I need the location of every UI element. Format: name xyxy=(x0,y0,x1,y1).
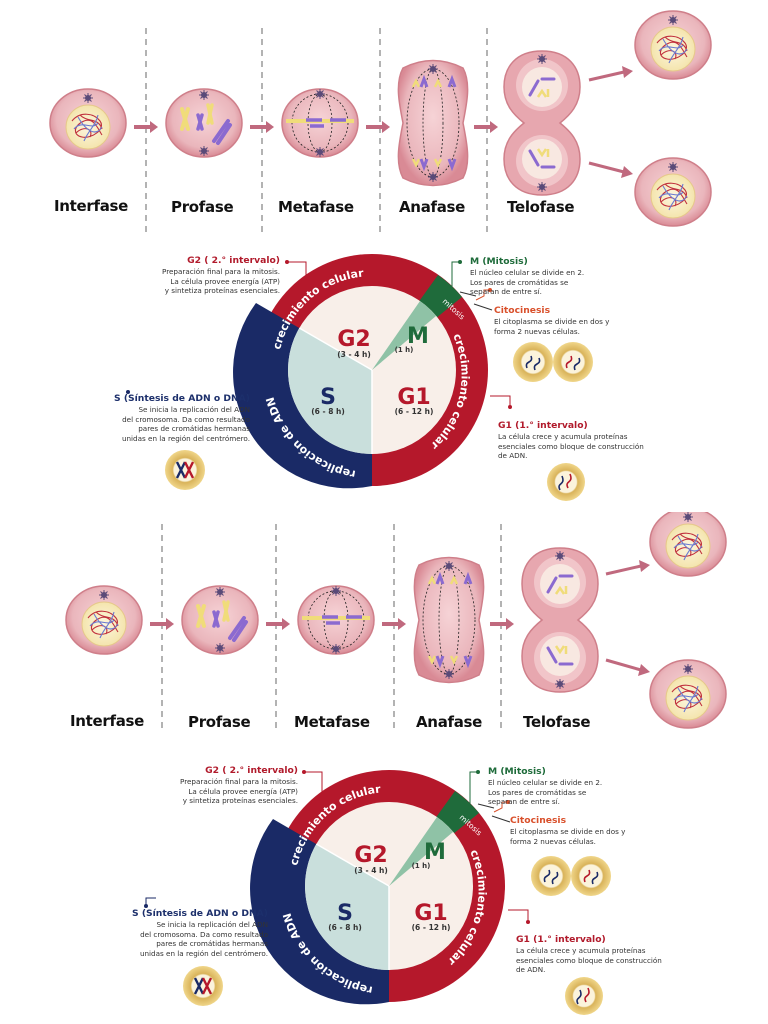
cell-cycle-panel-1: crecimiento celular crecimiento celular … xyxy=(0,0,768,501)
anafase-cell xyxy=(397,59,469,187)
stage-label-anafase: Anafase xyxy=(416,713,483,731)
svg-text:S: S xyxy=(337,901,353,926)
stage-label-interfase: Interfase xyxy=(54,197,129,215)
note-g2: G2 ( 2.° intervalo) Preparación final pa… xyxy=(180,765,298,806)
stage-label-telofase: Telofase xyxy=(523,713,591,731)
svg-text:M: M xyxy=(407,324,429,349)
note-citocinesis: Citocinesis El citoplasma se divide en d… xyxy=(510,815,626,846)
svg-text:(1 h): (1 h) xyxy=(395,346,414,354)
stage-label-metafase: Metafase xyxy=(278,198,354,216)
cell-cycle-wheel: crecimiento celular crecimiento celular … xyxy=(233,254,488,489)
s-chromosome-icon xyxy=(165,450,205,490)
stage-label-interfase: Interfase xyxy=(70,712,145,730)
svg-text:G1: G1 xyxy=(414,901,447,926)
cell-cycle-panel-2: crecimiento celular crecimiento celular … xyxy=(0,512,768,1024)
svg-text:G1: G1 xyxy=(397,385,430,410)
stage-label-anafase: Anafase xyxy=(399,198,466,216)
note-g1: G1 (1.° intervalo) La célula crece y acu… xyxy=(498,420,644,461)
cytokinesis-cells-icon xyxy=(513,342,593,382)
stage-label-profase: Profase xyxy=(171,198,234,216)
stage-label-telofase: Telofase xyxy=(507,198,575,216)
g1-chromosome-icon xyxy=(547,463,585,501)
stage-label-profase: Profase xyxy=(188,713,251,731)
note-mitosis: M (Mitosis) El núcleo celular se divide … xyxy=(470,256,585,297)
note-g1: G1 (1.° intervalo) La célula crece y acu… xyxy=(516,934,662,975)
note-g2: G2 ( 2.° intervalo) Preparación final pa… xyxy=(162,255,280,296)
telofase-cell xyxy=(503,50,581,196)
mitosis-illustration: crecimiento celular crecimiento celular … xyxy=(0,0,768,501)
svg-text:(6 - 8 h): (6 - 8 h) xyxy=(328,923,362,932)
note-s: S (Síntesis de ADN o DNA) Se inicia la r… xyxy=(132,908,268,958)
svg-text:(1 h): (1 h) xyxy=(412,862,431,870)
svg-text:(3 - 4 h): (3 - 4 h) xyxy=(337,350,371,359)
svg-text:G2: G2 xyxy=(354,843,387,868)
svg-text:(6 - 8 h): (6 - 8 h) xyxy=(311,407,345,416)
note-mitosis: M (Mitosis) El núcleo celular se divide … xyxy=(488,766,603,807)
daughter-cell-bottom xyxy=(635,158,711,226)
svg-text:M: M xyxy=(424,840,446,865)
stage-label-metafase: Metafase xyxy=(294,713,370,731)
note-s: S (Síntesis de ADN o DNA) Se inicia la r… xyxy=(114,393,250,443)
metafase-cell xyxy=(281,88,359,158)
profase-cell xyxy=(165,88,243,158)
svg-text:(6 - 12 h): (6 - 12 h) xyxy=(412,923,451,932)
mitosis-illustration: crecimiento celular crecimiento celular … xyxy=(0,512,768,1015)
daughter-cell-top xyxy=(635,11,711,79)
interfase-cell xyxy=(50,89,126,157)
svg-text:(3 - 4 h): (3 - 4 h) xyxy=(354,866,388,875)
svg-text:S: S xyxy=(320,385,336,410)
svg-text:G2: G2 xyxy=(337,327,370,352)
svg-text:(6 - 12 h): (6 - 12 h) xyxy=(395,407,434,416)
note-citocinesis: Citocinesis El citoplasma se divide en d… xyxy=(494,305,610,336)
